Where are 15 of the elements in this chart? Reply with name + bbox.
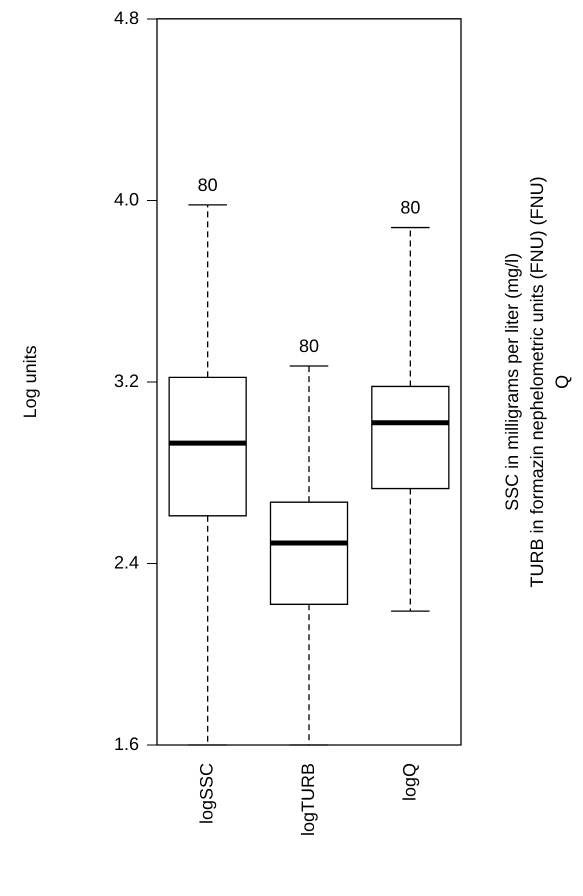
y-tick-label: 3.2 — [114, 370, 139, 391]
text: SSC in milligrams per liter (mg/l) — [502, 252, 522, 511]
y-tick-label: 4.8 — [114, 8, 139, 28]
annotation: 80 — [298, 336, 320, 356]
annotation: 80 — [400, 198, 420, 218]
y-tick-label: 2.4 — [114, 552, 139, 572]
x-tick-label: logTURB — [298, 763, 318, 836]
annotation: 80 — [198, 174, 218, 195]
y-tick-label: 1.6 — [114, 734, 139, 754]
y-axis-title: Log units — [20, 345, 40, 418]
text: TURB in formazin nephelometric units (FNU) (FNU) — [526, 176, 547, 588]
text: Q — [552, 374, 572, 389]
x-tick-label: logSSC — [196, 763, 217, 824]
y-tick-label: 4.0 — [114, 189, 139, 210]
x-tick-label: logQ — [399, 763, 420, 802]
